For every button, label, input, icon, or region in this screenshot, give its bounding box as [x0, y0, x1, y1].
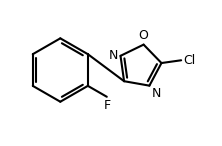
Text: O: O	[139, 29, 149, 42]
Text: F: F	[104, 99, 111, 112]
Text: Cl: Cl	[183, 54, 195, 67]
Text: N: N	[109, 49, 119, 62]
Text: N: N	[151, 87, 161, 100]
